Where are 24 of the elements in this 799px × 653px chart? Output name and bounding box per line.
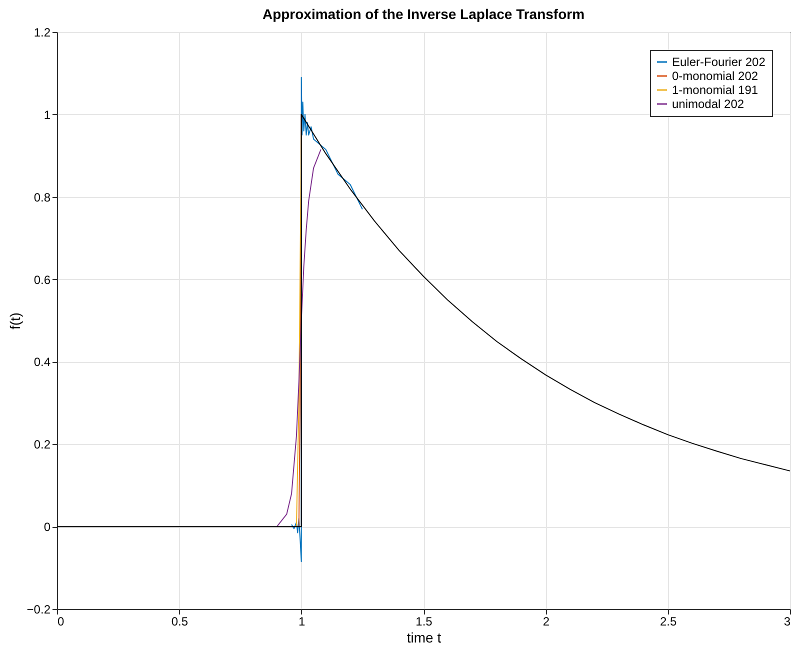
y-tick-label: 0 bbox=[44, 520, 51, 534]
x-tick-label: 3 bbox=[784, 614, 791, 628]
x-axis-title: time t bbox=[406, 630, 442, 646]
y-axis-title: f(t) bbox=[6, 312, 23, 330]
y-tick-label: 0.8 bbox=[34, 190, 51, 204]
y-tick-label: 0.2 bbox=[34, 438, 51, 452]
y-tick-label: 0.6 bbox=[34, 272, 51, 287]
legend-label: 0-monomial 202 bbox=[672, 69, 758, 83]
y-tick-label: 1.2 bbox=[34, 26, 51, 40]
y-tick-label: 1 bbox=[44, 108, 51, 122]
x-tick-label: 0.5 bbox=[171, 614, 188, 628]
legend-label: Euler-Fourier 202 bbox=[672, 55, 766, 69]
line-series bbox=[56, 114, 790, 528]
line-series bbox=[276, 148, 322, 528]
x-tick-label: 0 bbox=[58, 614, 64, 628]
x-tick-label: 1 bbox=[298, 614, 306, 628]
legend-label: unimodal 202 bbox=[672, 97, 744, 111]
y-tick-label: 0.4 bbox=[34, 355, 51, 370]
chart-title: Approximation of the Inverse Laplace Transform bbox=[262, 6, 585, 22]
x-tick-label: 1.5 bbox=[416, 614, 433, 628]
y-tick-label: −0.2 bbox=[26, 602, 51, 616]
legend-label: 1-monomial 191 bbox=[672, 83, 758, 97]
x-tick-label: 2 bbox=[542, 614, 550, 628]
x-tick-label: 2.5 bbox=[660, 614, 677, 628]
